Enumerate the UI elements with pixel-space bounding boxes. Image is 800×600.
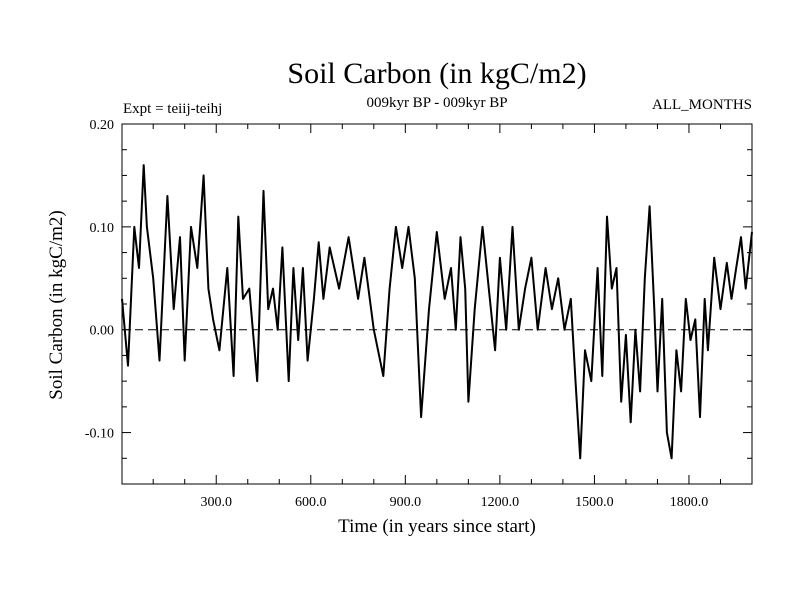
- y-tick-label: -0.10: [85, 427, 114, 442]
- x-tick-label: 900.0: [390, 495, 422, 510]
- y-tick-label: 0.10: [90, 221, 115, 236]
- x-tick-label: 1800.0: [670, 495, 709, 510]
- series-line-teiij-teihj: [121, 164, 753, 460]
- x-axis-label: Time (in years since start): [338, 516, 536, 537]
- chart-subtitle: 009kyr BP - 009kyr BP: [366, 95, 507, 111]
- chart-title: Soil Carbon (in kgC/m2): [287, 57, 586, 90]
- experiment-label: Expt = teiij-teihj: [123, 101, 222, 117]
- x-tick-label: 300.0: [200, 495, 232, 510]
- y-tick-label: 0.00: [90, 324, 115, 339]
- months-label: ALL_MONTHS: [652, 97, 752, 113]
- y-axis-label: Soil Carbon (in kgC/m2): [46, 210, 67, 399]
- x-tick-label: 1200.0: [481, 495, 520, 510]
- x-tick-label: 600.0: [295, 495, 327, 510]
- y-tick-label: 0.20: [90, 118, 115, 133]
- x-tick-label: 1500.0: [575, 495, 614, 510]
- plot-frame: [121, 123, 753, 485]
